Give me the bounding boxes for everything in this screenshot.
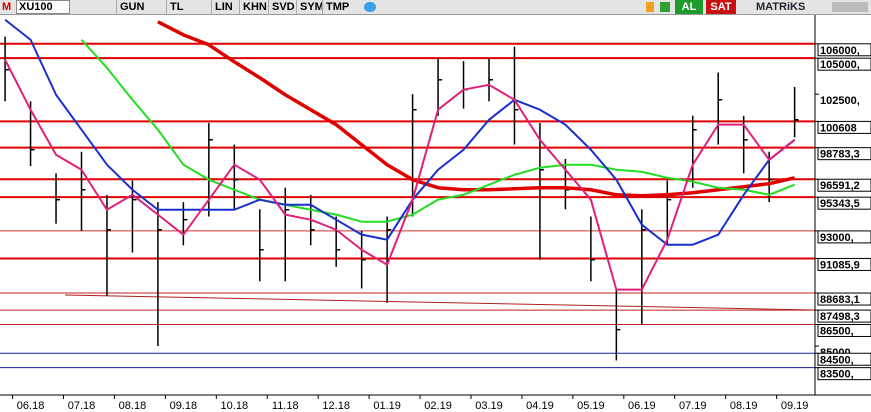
buy-button[interactable]: AL	[675, 0, 703, 14]
symbol-field[interactable]: XU100	[16, 0, 70, 14]
moving-average	[4, 18, 796, 246]
y-tick-label: 105000,	[820, 59, 860, 71]
moving-average	[80, 39, 795, 223]
logo: M	[2, 1, 12, 13]
icon[interactable]	[660, 2, 670, 12]
window-controls[interactable]	[832, 2, 868, 12]
y-tick-label: 86500,	[820, 325, 854, 337]
toolbar-button[interactable]: SVD	[268, 0, 295, 14]
plot-area	[0, 15, 815, 395]
x-tick-label: 08.18	[119, 400, 147, 412]
toolbar-button[interactable]: SYM	[296, 0, 324, 14]
level-label-box	[817, 352, 871, 366]
level-label-box	[817, 196, 871, 210]
brand: MATRiKS	[756, 1, 806, 13]
y-tick-label: 95343,5	[820, 198, 860, 210]
toolbar: M XU100 GUN TL LIN KHN SVD SYM TMP AL SA…	[0, 0, 871, 15]
x-tick-label: 11.18	[272, 400, 299, 412]
level-label-box	[817, 178, 871, 192]
toolbar-button[interactable]: GUN	[116, 0, 144, 14]
x-tick-label: 06.18	[17, 400, 45, 412]
y-tick-label: 106000,	[820, 45, 860, 57]
x-tick-label: 12.18	[322, 400, 350, 412]
level-label-box	[817, 257, 871, 271]
level-label-box	[817, 57, 871, 71]
level-label-box	[817, 292, 871, 306]
toolbar-button[interactable]: LIN	[211, 0, 233, 14]
x-tick-label: 05.19	[577, 400, 605, 412]
moving-average	[4, 59, 796, 291]
y-tick-label: 88683,1	[820, 294, 860, 306]
x-tick-label: 09.19	[781, 400, 809, 412]
level-label-box	[817, 230, 871, 244]
y-tick-label: 83500,	[820, 369, 854, 381]
y-tick-label: 100608	[820, 122, 857, 134]
toolbar-button[interactable]: KHN	[239, 0, 267, 14]
y-tick-label: 102500,	[820, 95, 860, 107]
y-tick-label: 93000,	[820, 232, 854, 244]
x-tick-label: 04.19	[526, 400, 554, 412]
y-tick-label: 91085,9	[820, 259, 860, 271]
x-tick-label: 02.19	[424, 400, 452, 412]
level-label-box	[817, 147, 871, 161]
level-label-box	[817, 323, 871, 337]
x-tick-label: 01.19	[373, 400, 401, 412]
icon[interactable]	[646, 2, 654, 12]
level-label-box	[817, 120, 871, 134]
x-tick-label: 09.18	[170, 400, 198, 412]
level-label-box	[817, 43, 871, 57]
x-tick-label: 07.18	[68, 400, 96, 412]
level-label-box	[817, 309, 871, 323]
y-tick-label: 87498,3	[820, 311, 860, 323]
level-label-box	[817, 367, 871, 381]
trend-line	[64, 294, 816, 311]
sell-button[interactable]: SAT	[706, 0, 736, 14]
y-tick-label: 96591,2	[820, 180, 860, 192]
x-tick-label: 03.19	[475, 400, 503, 412]
y-tick-label: 84500,	[820, 354, 854, 366]
toolbar-button[interactable]: TL	[166, 0, 183, 14]
toolbar-button[interactable]: TMP	[322, 0, 349, 14]
twitter-icon[interactable]	[364, 2, 376, 12]
y-tick-label: 98783,3	[820, 149, 860, 161]
x-tick-label: 08.19	[730, 400, 758, 412]
x-tick-label: 10.18	[221, 400, 249, 412]
x-tick-label: 07.19	[679, 400, 707, 412]
x-tick-label: 06.19	[628, 400, 656, 412]
